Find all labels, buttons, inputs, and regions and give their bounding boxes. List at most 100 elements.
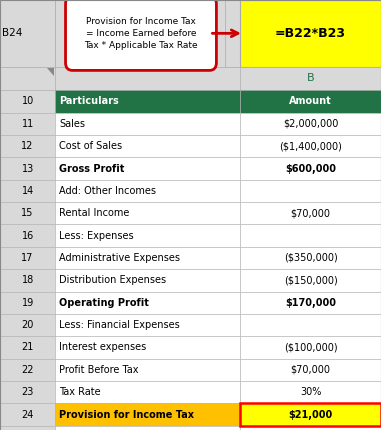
Bar — [0, 336, 55, 359]
Bar — [240, 135, 381, 157]
Bar — [0, 90, 55, 113]
Bar — [55, 336, 240, 359]
Text: Interest expenses: Interest expenses — [59, 342, 146, 353]
FancyBboxPatch shape — [66, 0, 216, 71]
Bar — [55, 292, 240, 314]
Bar — [0, 0, 55, 67]
Bar — [0, 359, 55, 381]
Text: $70,000: $70,000 — [291, 208, 330, 218]
Bar — [55, 359, 240, 381]
Text: ($350,000): ($350,000) — [283, 253, 338, 263]
Polygon shape — [47, 68, 54, 76]
Text: Add: Other Incomes: Add: Other Incomes — [59, 186, 156, 196]
Text: Particulars: Particulars — [59, 96, 119, 107]
Bar — [240, 202, 381, 224]
Bar — [240, 269, 381, 292]
Text: 17: 17 — [21, 253, 34, 263]
Bar — [240, 403, 381, 426]
Text: ($150,000): ($150,000) — [283, 275, 338, 286]
Bar — [0, 202, 55, 224]
Text: 18: 18 — [21, 275, 34, 286]
Text: Sales: Sales — [59, 119, 85, 129]
Text: 12: 12 — [21, 141, 34, 151]
Bar — [0, 135, 55, 157]
Bar — [0, 269, 55, 292]
Text: Gross Profit: Gross Profit — [59, 163, 125, 174]
Text: B: B — [307, 74, 314, 83]
Bar — [240, 224, 381, 247]
Text: $170,000: $170,000 — [285, 298, 336, 308]
Bar — [0, 180, 55, 202]
Text: Provision for Income Tax: Provision for Income Tax — [59, 409, 194, 420]
Bar — [0, 113, 55, 135]
Bar — [55, 113, 240, 135]
Bar — [240, 180, 381, 202]
Bar — [0, 157, 55, 180]
Bar — [55, 180, 240, 202]
Bar — [55, 0, 240, 67]
Bar — [0, 224, 55, 247]
Text: $600,000: $600,000 — [285, 163, 336, 174]
Bar — [55, 67, 240, 90]
Bar — [240, 336, 381, 359]
Text: 21: 21 — [21, 342, 34, 353]
Text: ($1,400,000): ($1,400,000) — [279, 141, 342, 151]
Bar — [0, 247, 55, 269]
Bar — [240, 67, 381, 90]
Bar — [55, 381, 240, 403]
Text: 30%: 30% — [300, 387, 321, 397]
Bar — [55, 157, 240, 180]
Bar — [240, 90, 381, 113]
Text: ($100,000): ($100,000) — [284, 342, 337, 353]
Text: 16: 16 — [21, 230, 34, 241]
Bar — [240, 247, 381, 269]
Bar — [240, 426, 381, 430]
Bar — [55, 269, 240, 292]
Bar — [240, 314, 381, 336]
Text: $21,000: $21,000 — [288, 409, 333, 420]
Text: Operating Profit: Operating Profit — [59, 298, 149, 308]
Bar — [240, 0, 381, 67]
Bar — [0, 67, 55, 90]
Text: Administrative Expenses: Administrative Expenses — [59, 253, 180, 263]
Bar — [0, 381, 55, 403]
Text: $2,000,000: $2,000,000 — [283, 119, 338, 129]
Text: Profit Before Tax: Profit Before Tax — [59, 365, 139, 375]
Text: 14: 14 — [21, 186, 34, 196]
Bar — [225, 0, 240, 67]
Text: 22: 22 — [21, 365, 34, 375]
Bar — [240, 359, 381, 381]
Text: Provision for Income Tax
= Income Earned before
Tax * Applicable Tax Rate: Provision for Income Tax = Income Earned… — [84, 17, 198, 49]
Text: $70,000: $70,000 — [291, 365, 330, 375]
Bar — [55, 135, 240, 157]
Bar — [55, 403, 240, 426]
Text: 15: 15 — [21, 208, 34, 218]
Bar — [240, 292, 381, 314]
Bar — [240, 157, 381, 180]
Text: 11: 11 — [21, 119, 34, 129]
Bar — [55, 314, 240, 336]
Text: 10: 10 — [21, 96, 34, 107]
Text: B24: B24 — [2, 28, 22, 38]
Bar — [55, 90, 240, 113]
Bar — [55, 224, 240, 247]
Bar — [0, 314, 55, 336]
Bar — [0, 403, 55, 426]
Bar — [240, 113, 381, 135]
Text: Less: Expenses: Less: Expenses — [59, 230, 134, 241]
Text: =B22*B23: =B22*B23 — [275, 27, 346, 40]
Text: Cost of Sales: Cost of Sales — [59, 141, 122, 151]
Text: Less: Financial Expenses: Less: Financial Expenses — [59, 320, 180, 330]
Text: 20: 20 — [21, 320, 34, 330]
Bar — [55, 426, 240, 430]
Text: 23: 23 — [21, 387, 34, 397]
Text: Tax Rate: Tax Rate — [59, 387, 101, 397]
Text: Amount: Amount — [289, 96, 332, 107]
Bar — [0, 426, 55, 430]
Bar — [0, 292, 55, 314]
Text: 24: 24 — [21, 409, 34, 420]
Text: 19: 19 — [21, 298, 34, 308]
Text: 13: 13 — [21, 163, 34, 174]
Bar — [240, 381, 381, 403]
Bar — [55, 202, 240, 224]
